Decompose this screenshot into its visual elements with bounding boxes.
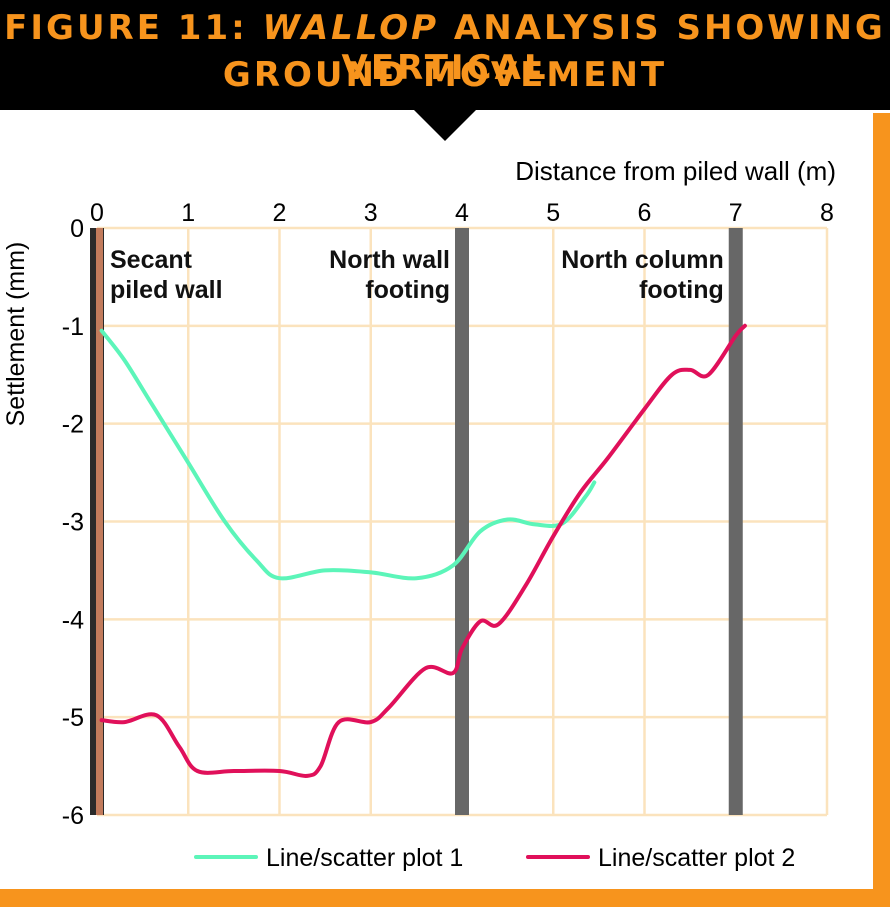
structure-label: North wall [329, 246, 450, 274]
x-tick-label: 1 [181, 199, 195, 227]
title-banner: FIGURE 11: WALLOP ANALYSIS SHOWING VERTI… [0, 0, 890, 110]
structure-label: Secant [110, 246, 193, 274]
footing-band [455, 228, 469, 815]
frame-border-right [873, 113, 890, 907]
banner-pointer [412, 108, 478, 141]
legend-label-1: Line/scatter plot 1 [266, 844, 463, 872]
structure-label: footing [639, 276, 724, 304]
structure-label: North column [561, 246, 724, 274]
legend: Line/scatter plot 1 Line/scatter plot 2 [194, 844, 795, 872]
y-tick-label: -2 [62, 411, 84, 439]
footing-band [728, 228, 743, 815]
x-axis-title: Distance from piled wall (m) [515, 156, 836, 186]
structure-label: footing [365, 276, 450, 304]
y-tick-label: -4 [62, 606, 84, 634]
x-tick-label: 8 [820, 199, 834, 227]
y-tick-label: -5 [62, 704, 84, 732]
x-tick-label: 5 [546, 199, 560, 227]
y-tick-label: -6 [62, 802, 84, 830]
series-lines [99, 323, 747, 778]
figure-title-line-2: GROUND MOVEMENT [222, 55, 668, 95]
series-line-2 [99, 323, 747, 778]
y-tick-label: 0 [70, 215, 84, 243]
y-tick-label: -3 [62, 509, 84, 537]
structure-label: piled wall [110, 276, 223, 304]
title-prefix: FIGURE 11: [4, 8, 263, 48]
x-tick-label: 2 [273, 199, 287, 227]
x-tick-label: 7 [729, 199, 743, 227]
x-tick-label: 4 [455, 199, 469, 227]
frame-border-bottom [0, 889, 890, 907]
y-axis-title: Settlement (mm) [2, 242, 30, 427]
title-software-name: WALLOP [262, 8, 440, 48]
series-line-1 [99, 328, 597, 581]
x-tick-label: 3 [364, 199, 378, 227]
axis-ticks: 0 1 2 3 4 5 6 7 8 0 -1 -2 -3 -4 -5 -6 [62, 199, 834, 830]
x-tick-label: 6 [638, 199, 652, 227]
title-rest: ANALYSIS SHOWING VERTICAL [341, 8, 886, 88]
secant-wall-band-fill [96, 228, 103, 815]
structure-bands [90, 228, 743, 815]
figure-title-line-1: FIGURE 11: WALLOP ANALYSIS SHOWING VERTI… [0, 8, 890, 88]
x-tick-label: 0 [90, 199, 104, 227]
y-tick-label: -1 [62, 313, 84, 341]
legend-label-2: Line/scatter plot 2 [598, 844, 795, 872]
